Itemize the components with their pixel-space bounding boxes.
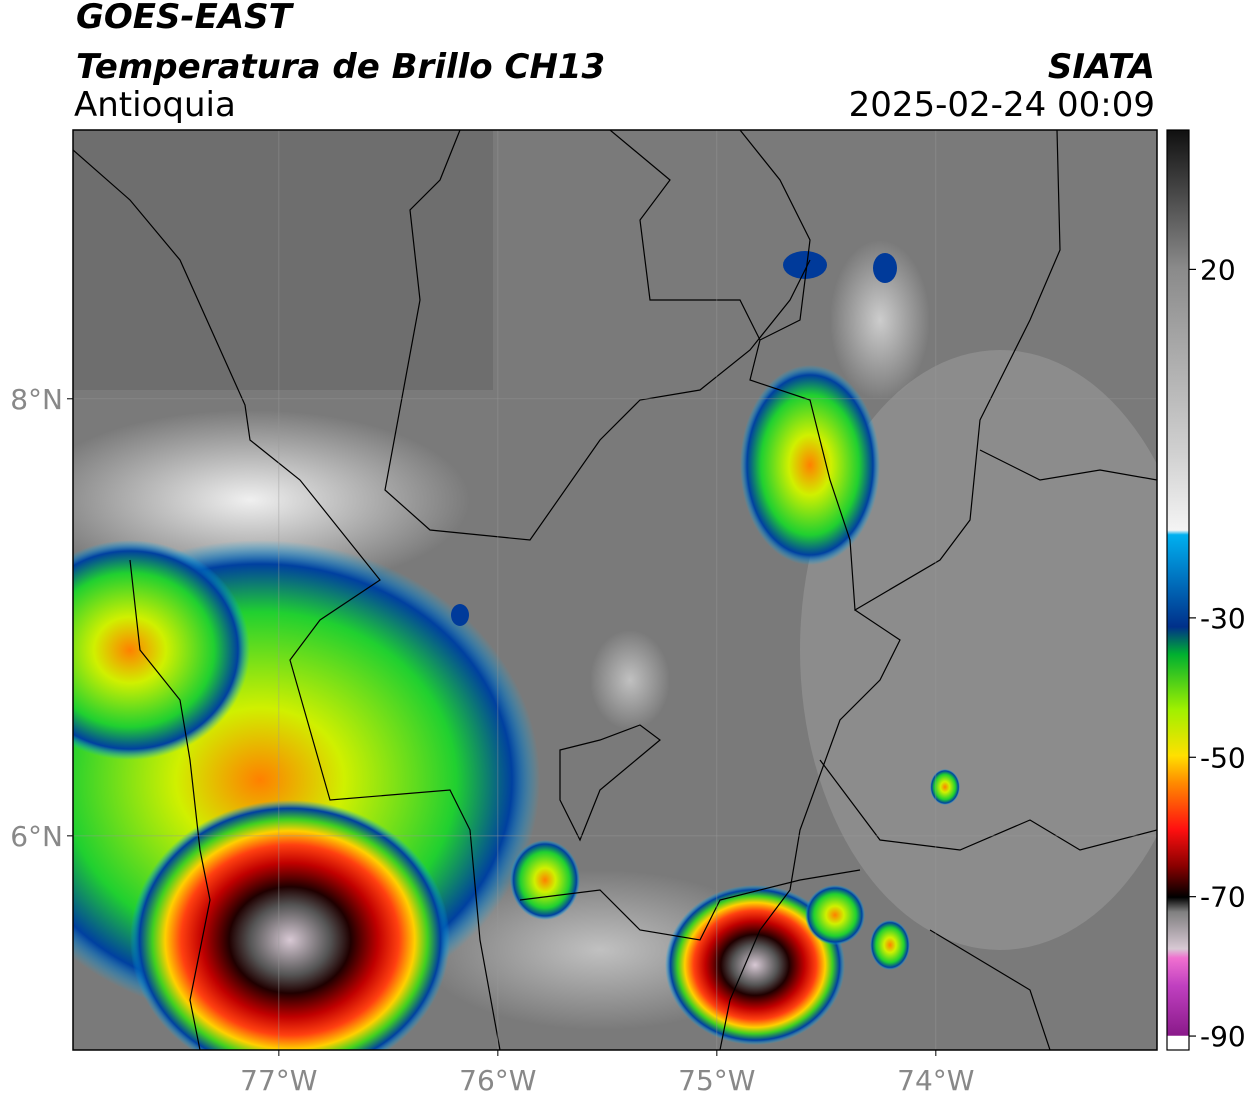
border <box>739 130 1061 612</box>
product-title: Temperatura de Brillo CH13 <box>76 47 605 87</box>
cloud-cell <box>451 604 469 626</box>
border <box>979 449 1157 481</box>
cloud-cell <box>740 365 880 565</box>
cloud-cell <box>805 885 865 945</box>
cloud-cell <box>870 920 910 970</box>
colorbar-tick-label: -90 <box>1200 1020 1246 1053</box>
lat-tick-label: 8°N <box>10 383 63 416</box>
border <box>609 130 761 341</box>
map-image <box>73 130 1157 1050</box>
cloud-patch <box>73 410 470 590</box>
border <box>519 869 861 941</box>
colorbar-tick-label: 20 <box>1200 253 1236 286</box>
border <box>129 559 211 1050</box>
storm-cell <box>665 885 845 1045</box>
border <box>719 609 901 1050</box>
warm-area <box>800 350 1157 950</box>
datetime-label: 2025-02-24 00:09 <box>849 85 1155 125</box>
cloud-patch <box>830 240 930 400</box>
cloud-cell <box>873 253 897 283</box>
border <box>559 724 661 842</box>
border <box>384 130 811 541</box>
satellite-title: GOES-EAST <box>76 0 295 37</box>
cloud-cell <box>73 540 250 760</box>
cloud-patch <box>590 630 670 730</box>
map-frame <box>72 129 1158 1051</box>
colorbar-tick-label: -50 <box>1200 741 1246 774</box>
colorbar-tick-label: -30 <box>1200 602 1246 635</box>
colorbar <box>1166 129 1190 1051</box>
source-label: SIATA <box>1048 47 1155 87</box>
sea-area <box>73 130 493 390</box>
border <box>73 149 501 1050</box>
cloud-cell <box>783 251 827 279</box>
lon-tick-label: 76°W <box>459 1064 536 1097</box>
region-label: Antioquia <box>74 85 236 125</box>
lon-tick-label: 75°W <box>678 1064 755 1097</box>
storm-cell <box>130 800 450 1050</box>
cloud-cell <box>510 840 580 920</box>
lat-tick-label: 6°N <box>10 820 63 853</box>
graticule <box>67 130 1157 1056</box>
border <box>929 929 1051 1050</box>
lon-tick-label: 77°W <box>240 1064 317 1097</box>
cloud-cell <box>930 769 960 805</box>
lon-tick-label: 74°W <box>897 1064 974 1097</box>
colorbar-tick-label: -70 <box>1200 881 1246 914</box>
border <box>819 759 1157 851</box>
